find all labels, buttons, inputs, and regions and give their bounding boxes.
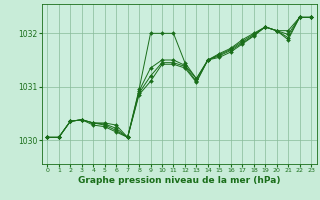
X-axis label: Graphe pression niveau de la mer (hPa): Graphe pression niveau de la mer (hPa) — [78, 176, 280, 185]
